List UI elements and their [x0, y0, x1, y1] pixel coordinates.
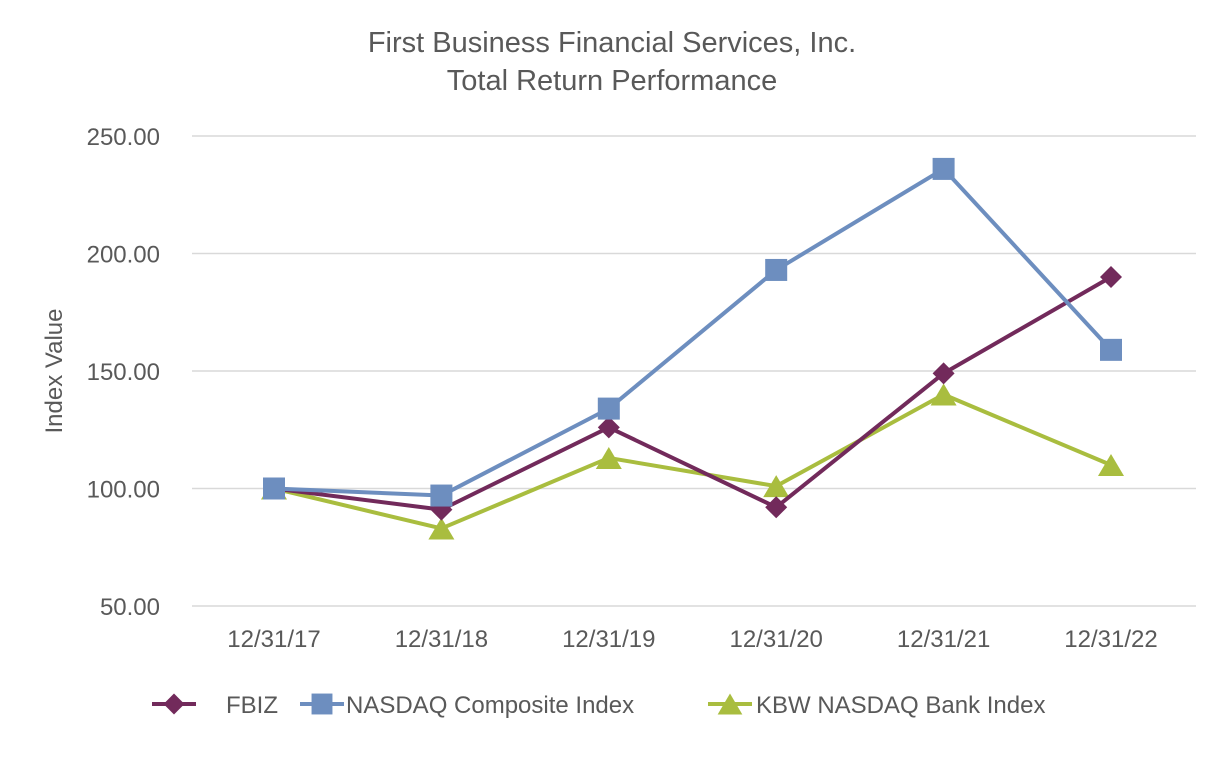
- series-layer: [261, 157, 1124, 540]
- x-tick-label: 12/31/22: [1064, 626, 1157, 653]
- legend: FBIZ NASDAQ Composite Index KBW NASDAQ Ban…: [152, 692, 1045, 719]
- x-tick-label: 12/31/20: [729, 626, 822, 653]
- chart-title-line-2: Total Return Performance: [447, 65, 777, 97]
- legend-marker: [163, 693, 185, 715]
- data-point: [765, 258, 788, 281]
- legend-label: KBW NASDAQ Bank Index: [756, 692, 1045, 719]
- y-axis-title: Index Value: [41, 309, 68, 434]
- series-line: [273, 392, 1112, 531]
- y-tick-label: 50.00: [100, 594, 160, 621]
- data-point: [595, 446, 622, 469]
- data-point: [932, 157, 955, 180]
- legend-marker: [717, 693, 743, 715]
- data-point: [1100, 338, 1122, 361]
- legend-marker: [311, 693, 333, 715]
- y-tick-label: 150.00: [87, 359, 160, 386]
- data-point: [430, 484, 453, 507]
- x-tick-label: 12/31/18: [395, 626, 488, 653]
- y-tick-label: 200.00: [87, 242, 160, 269]
- y-tick-label: 250.00: [87, 124, 160, 151]
- x-tick-label: 12/31/21: [897, 626, 990, 653]
- data-point: [428, 517, 455, 540]
- data-point: [597, 416, 620, 439]
- legend-item-kbw-nasdaq-bank-index: KBW NASDAQ Bank Index: [708, 692, 1045, 719]
- data-point: [930, 383, 957, 406]
- data-point: [1098, 454, 1124, 476]
- series-kbw-nasdaq-bank-index: [261, 383, 1124, 540]
- chart-title-line-1: First Business Financial Services, Inc.: [368, 27, 856, 59]
- data-point: [932, 362, 955, 385]
- gridlines: [192, 135, 1196, 607]
- data-point: [765, 496, 788, 519]
- y-tick-label: 100.00: [87, 477, 160, 504]
- legend-item-nasdaq-composite-index: NASDAQ Composite Index: [300, 692, 634, 719]
- series-line: [273, 166, 1113, 498]
- x-tick-label: 12/31/19: [562, 626, 655, 653]
- y-tick-labels: 250.00 200.00 150.00 100.00 50.00: [87, 124, 160, 621]
- legend-label: NASDAQ Composite Index: [346, 692, 634, 719]
- x-tick-labels: 12/31/17 12/31/18 12/31/19 12/31/20 12/31/21…: [227, 626, 1157, 653]
- series-line: [273, 275, 1112, 512]
- legend-item-fbiz: FBIZ: [152, 692, 278, 719]
- data-point: [263, 477, 285, 500]
- x-tick-label: 12/31/17: [227, 626, 320, 653]
- series-nasdaq-composite-index: [263, 157, 1122, 507]
- data-point: [1100, 266, 1122, 288]
- legend-label: FBIZ: [226, 692, 278, 719]
- data-point: [763, 475, 790, 498]
- series-fbiz: [263, 266, 1122, 521]
- data-point: [597, 397, 620, 420]
